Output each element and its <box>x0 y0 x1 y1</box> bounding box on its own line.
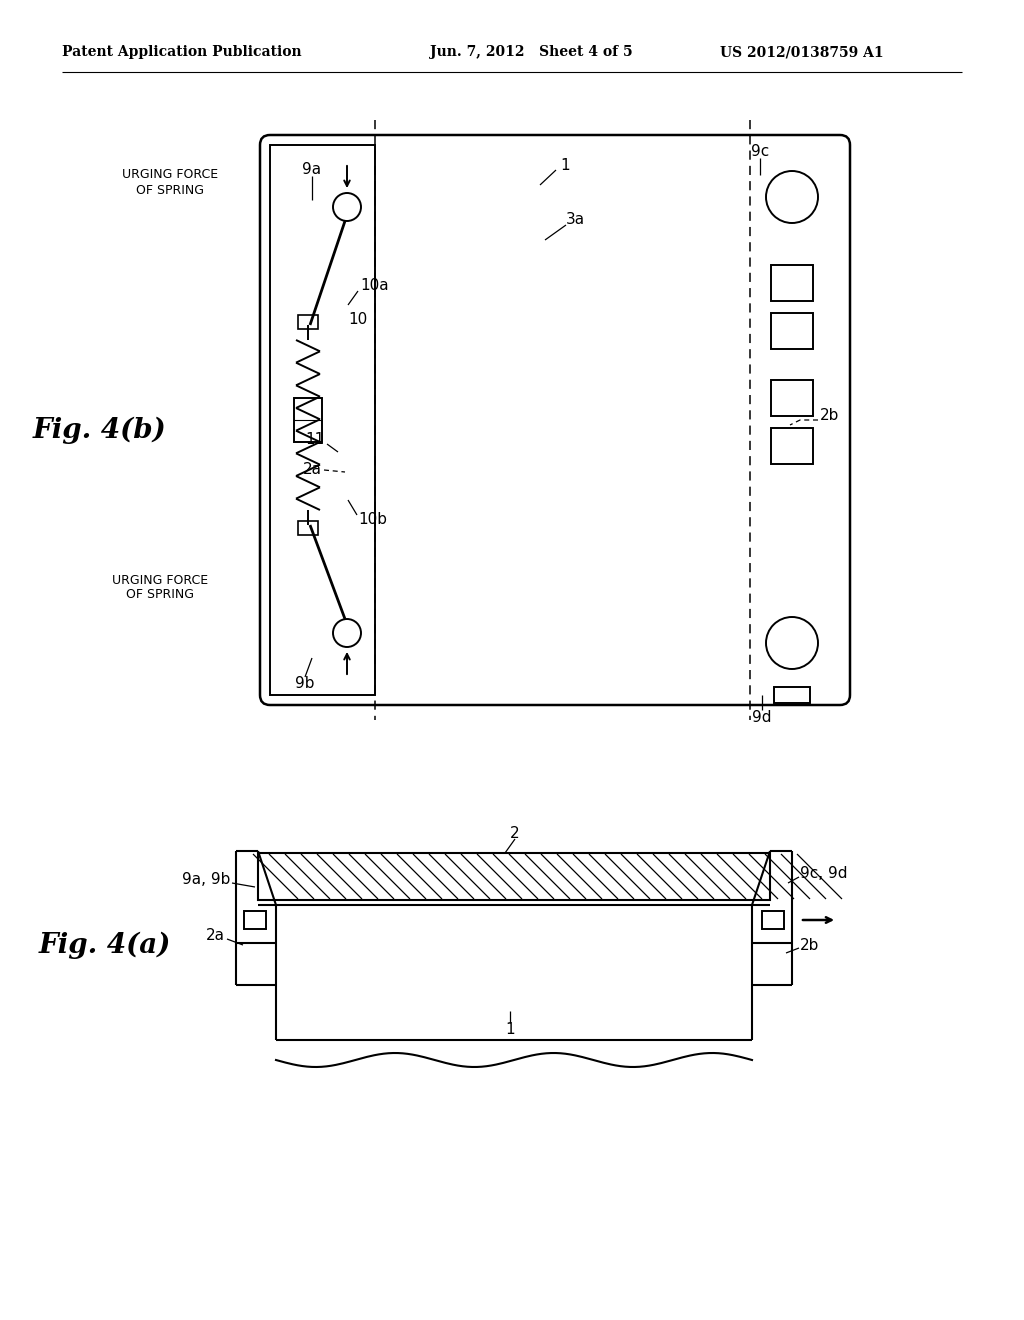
Text: 3a: 3a <box>565 213 585 227</box>
Circle shape <box>766 172 818 223</box>
Text: Jun. 7, 2012   Sheet 4 of 5: Jun. 7, 2012 Sheet 4 of 5 <box>430 45 633 59</box>
Circle shape <box>333 193 361 220</box>
Bar <box>771 313 813 348</box>
Bar <box>771 380 813 416</box>
Text: 10: 10 <box>348 313 368 327</box>
Text: 9c: 9c <box>751 144 769 160</box>
Bar <box>244 911 266 929</box>
Text: 10a: 10a <box>360 277 389 293</box>
FancyBboxPatch shape <box>260 135 850 705</box>
Bar <box>762 911 784 929</box>
Text: 9a: 9a <box>302 162 322 177</box>
Text: 2a: 2a <box>206 928 225 942</box>
Bar <box>294 399 322 442</box>
Text: URGING FORCE: URGING FORCE <box>112 573 208 586</box>
Text: 1: 1 <box>560 157 569 173</box>
Text: 2a: 2a <box>303 462 322 478</box>
Bar <box>771 265 813 301</box>
Bar <box>771 428 813 465</box>
Text: US 2012/0138759 A1: US 2012/0138759 A1 <box>720 45 884 59</box>
Bar <box>298 315 318 329</box>
Text: 9b: 9b <box>295 676 314 690</box>
Text: 9a, 9b: 9a, 9b <box>181 873 230 887</box>
Text: 11: 11 <box>306 433 325 447</box>
Bar <box>270 145 375 696</box>
Text: 2b: 2b <box>800 937 819 953</box>
Text: 9c, 9d: 9c, 9d <box>800 866 848 880</box>
Text: URGING FORCE: URGING FORCE <box>122 169 218 181</box>
Text: 2: 2 <box>510 825 520 841</box>
Text: OF SPRING: OF SPRING <box>126 589 194 602</box>
Text: 1: 1 <box>505 1023 515 1038</box>
Text: 2b: 2b <box>820 408 840 422</box>
Text: OF SPRING: OF SPRING <box>136 183 204 197</box>
Text: Patent Application Publication: Patent Application Publication <box>62 45 302 59</box>
Bar <box>298 521 318 535</box>
Bar <box>258 853 770 900</box>
Text: 9d: 9d <box>753 710 772 725</box>
Circle shape <box>333 619 361 647</box>
Text: 10b: 10b <box>358 512 387 528</box>
Circle shape <box>766 616 818 669</box>
Text: Fig. 4(a): Fig. 4(a) <box>39 932 171 958</box>
Text: Fig. 4(b): Fig. 4(b) <box>33 416 167 444</box>
Bar <box>774 686 810 704</box>
